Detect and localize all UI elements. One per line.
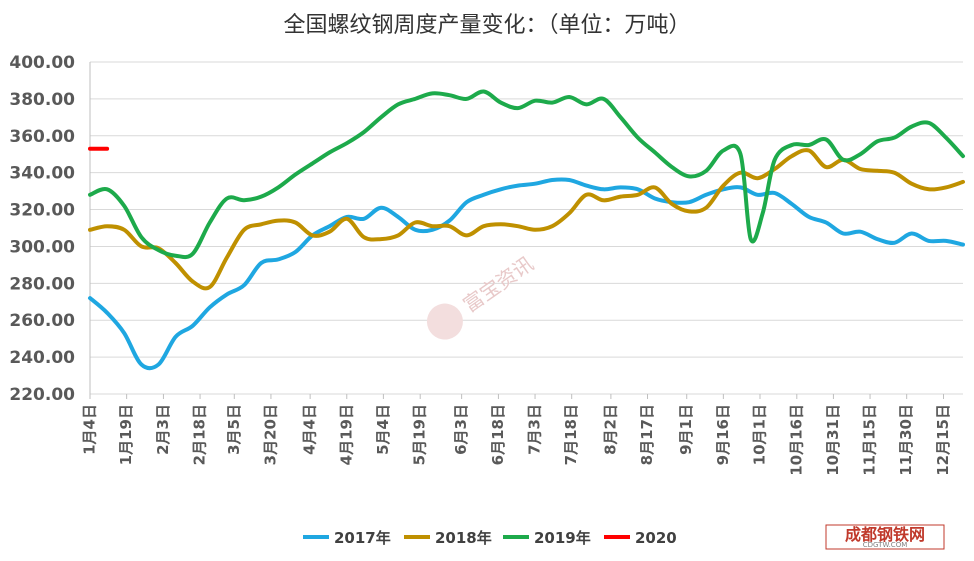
legend-label: 2017年 — [334, 529, 391, 547]
series-line-0 — [88, 177, 965, 371]
series-line-1 — [88, 148, 965, 291]
x-tick-label: 2月3日 — [154, 404, 172, 455]
x-tick-label: 4月19日 — [337, 404, 355, 465]
series-lines — [88, 89, 965, 371]
y-tick-label: 240.00 — [9, 348, 75, 368]
chart-title: 全国螺纹钢周度产量变化：（单位：万吨） — [283, 13, 690, 38]
grid-lines — [89, 61, 963, 395]
logo-text: 成都钢铁网 — [845, 525, 925, 544]
y-tick-label: 260.00 — [9, 311, 75, 331]
y-tick-label: 300.00 — [9, 237, 75, 257]
x-tick-label: 2月18日 — [191, 404, 209, 465]
y-tick-label: 400.00 — [9, 53, 75, 73]
x-tick-label: 12月15日 — [934, 404, 952, 476]
watermark-logo-icon — [426, 303, 463, 340]
x-tick-label: 4月4日 — [301, 404, 319, 455]
x-tick-label: 3月20日 — [261, 404, 279, 465]
x-tick-label: 5月19日 — [411, 404, 429, 465]
legend: 2017年 2018年 2019年 2020 — [303, 529, 677, 547]
x-tick-label: 11月15日 — [861, 404, 879, 476]
y-axis-ticks: 220.00 240.00 260.00 280.00 300.00 320.00 340.… — [9, 53, 75, 405]
x-tick-label: 10月16日 — [787, 404, 805, 476]
watermark-text: 富宝资讯 — [459, 251, 538, 317]
x-tick-label: 1月19日 — [117, 404, 135, 465]
x-tick-label: 7月18日 — [562, 404, 580, 465]
x-tick-label: 9月1日 — [677, 404, 695, 455]
x-tick-label: 8月2日 — [601, 404, 619, 455]
y-tick-label: 220.00 — [9, 385, 75, 405]
x-tick-label: 10月1日 — [750, 404, 768, 465]
x-axis-ticks: 1月4日 1月19日 2月3日 2月18日 3月5日 3月20日 4月4日 4月19日 5月4日… — [81, 394, 952, 476]
y-tick-label: 340.00 — [9, 164, 75, 184]
x-tick-label: 11月30日 — [897, 404, 915, 476]
watermark: 富宝资讯 — [426, 251, 538, 340]
logo-frame — [825, 524, 945, 550]
legend-label: 2020 — [635, 529, 677, 547]
x-tick-label: 7月3日 — [526, 404, 544, 455]
x-tick-label: 6月3日 — [452, 404, 470, 455]
y-tick-label: 360.00 — [9, 127, 75, 147]
x-tick-label: 10月31日 — [824, 404, 842, 476]
x-tick-label: 6月18日 — [489, 404, 507, 465]
x-tick-label: 3月5日 — [225, 404, 243, 455]
x-tick-label: 5月4日 — [374, 404, 392, 455]
legend-label: 2019年 — [534, 529, 591, 547]
x-tick-label: 8月17日 — [638, 404, 656, 465]
y-tick-label: 320.00 — [9, 201, 75, 221]
series-line-2 — [88, 89, 965, 260]
logo-subtext: CDGTW.COM — [863, 541, 908, 549]
y-tick-label: 280.00 — [9, 274, 75, 294]
x-tick-label: 1月4日 — [81, 404, 99, 455]
x-tick-label: 9月16日 — [714, 404, 732, 465]
legend-label: 2018年 — [435, 529, 492, 547]
y-tick-label: 380.00 — [9, 90, 75, 110]
site-logo: 成都钢铁网 CDGTW.COM — [825, 524, 945, 550]
